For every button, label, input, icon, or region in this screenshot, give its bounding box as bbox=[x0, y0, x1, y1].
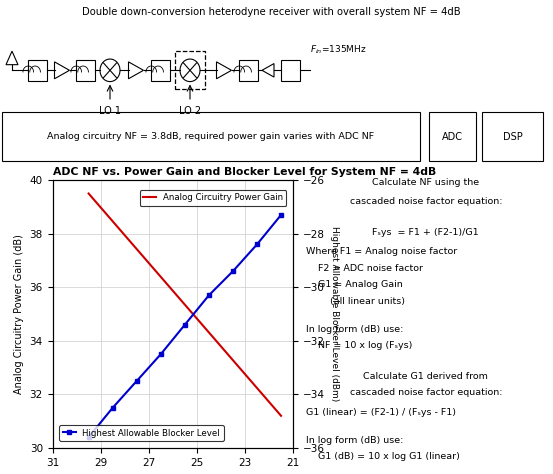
Text: LO 2: LO 2 bbox=[179, 106, 201, 117]
Bar bbox=[150, 60, 170, 81]
Bar bbox=[76, 60, 95, 81]
Text: In log form (dB) use:: In log form (dB) use: bbox=[306, 436, 404, 445]
Bar bbox=[280, 60, 300, 81]
Bar bbox=[238, 60, 258, 81]
Text: Where F1 = Analog noise factor: Where F1 = Analog noise factor bbox=[306, 247, 458, 256]
Text: (all linear units): (all linear units) bbox=[306, 297, 405, 306]
Text: DSP: DSP bbox=[503, 132, 523, 142]
Text: cascaded noise factor equation:: cascaded noise factor equation: bbox=[349, 389, 502, 398]
Circle shape bbox=[180, 59, 200, 82]
Text: G1 (dB) = 10 x log G1 (linear): G1 (dB) = 10 x log G1 (linear) bbox=[306, 452, 460, 461]
Text: ADC NF vs. Power Gain and Blocker Level for System NF = 4dB: ADC NF vs. Power Gain and Blocker Level … bbox=[53, 166, 436, 176]
Text: cascaded noise factor equation:: cascaded noise factor equation: bbox=[349, 197, 502, 206]
Text: NF = 10 x log (Fₛys): NF = 10 x log (Fₛys) bbox=[306, 341, 413, 350]
Bar bbox=[2, 112, 420, 161]
Bar bbox=[482, 112, 543, 161]
Text: ADC: ADC bbox=[442, 132, 462, 142]
X-axis label: ADC Effective NF (dB): ADC Effective NF (dB) bbox=[116, 473, 229, 474]
Text: F2 = ADC noise factor: F2 = ADC noise factor bbox=[306, 264, 424, 273]
Bar bbox=[175, 51, 205, 90]
Bar bbox=[28, 60, 46, 81]
Legend: Highest Allowable Blocker Level: Highest Allowable Blocker Level bbox=[59, 425, 223, 441]
Text: G1 (linear) = (F2-1) / (Fₛys - F1): G1 (linear) = (F2-1) / (Fₛys - F1) bbox=[306, 408, 456, 417]
Circle shape bbox=[100, 59, 120, 82]
Text: Calculate NF using the: Calculate NF using the bbox=[372, 178, 479, 187]
Text: Fₛys  = F1 + (F2-1)/G1: Fₛys = F1 + (F2-1)/G1 bbox=[373, 228, 479, 237]
Text: $F_{in}$=135MHz: $F_{in}$=135MHz bbox=[310, 43, 367, 55]
Text: In log form (dB) use:: In log form (dB) use: bbox=[306, 325, 404, 334]
Text: Double down-conversion heterodyne receiver with overall system NF = 4dB: Double down-conversion heterodyne receiv… bbox=[82, 7, 460, 17]
Text: Analog circuitry NF = 3.8dB, required power gain varies with ADC NF: Analog circuitry NF = 3.8dB, required po… bbox=[47, 132, 374, 141]
Y-axis label: Highest Allowable Blocker Level (dBm): Highest Allowable Blocker Level (dBm) bbox=[330, 227, 338, 401]
Text: LO 1: LO 1 bbox=[99, 106, 121, 117]
Text: Calculate G1 derived from: Calculate G1 derived from bbox=[363, 372, 488, 381]
Text: G1 = Analog Gain: G1 = Analog Gain bbox=[306, 280, 403, 289]
Y-axis label: Analog Circuitry Power Gain (dB): Analog Circuitry Power Gain (dB) bbox=[14, 234, 24, 394]
Bar bbox=[429, 112, 476, 161]
